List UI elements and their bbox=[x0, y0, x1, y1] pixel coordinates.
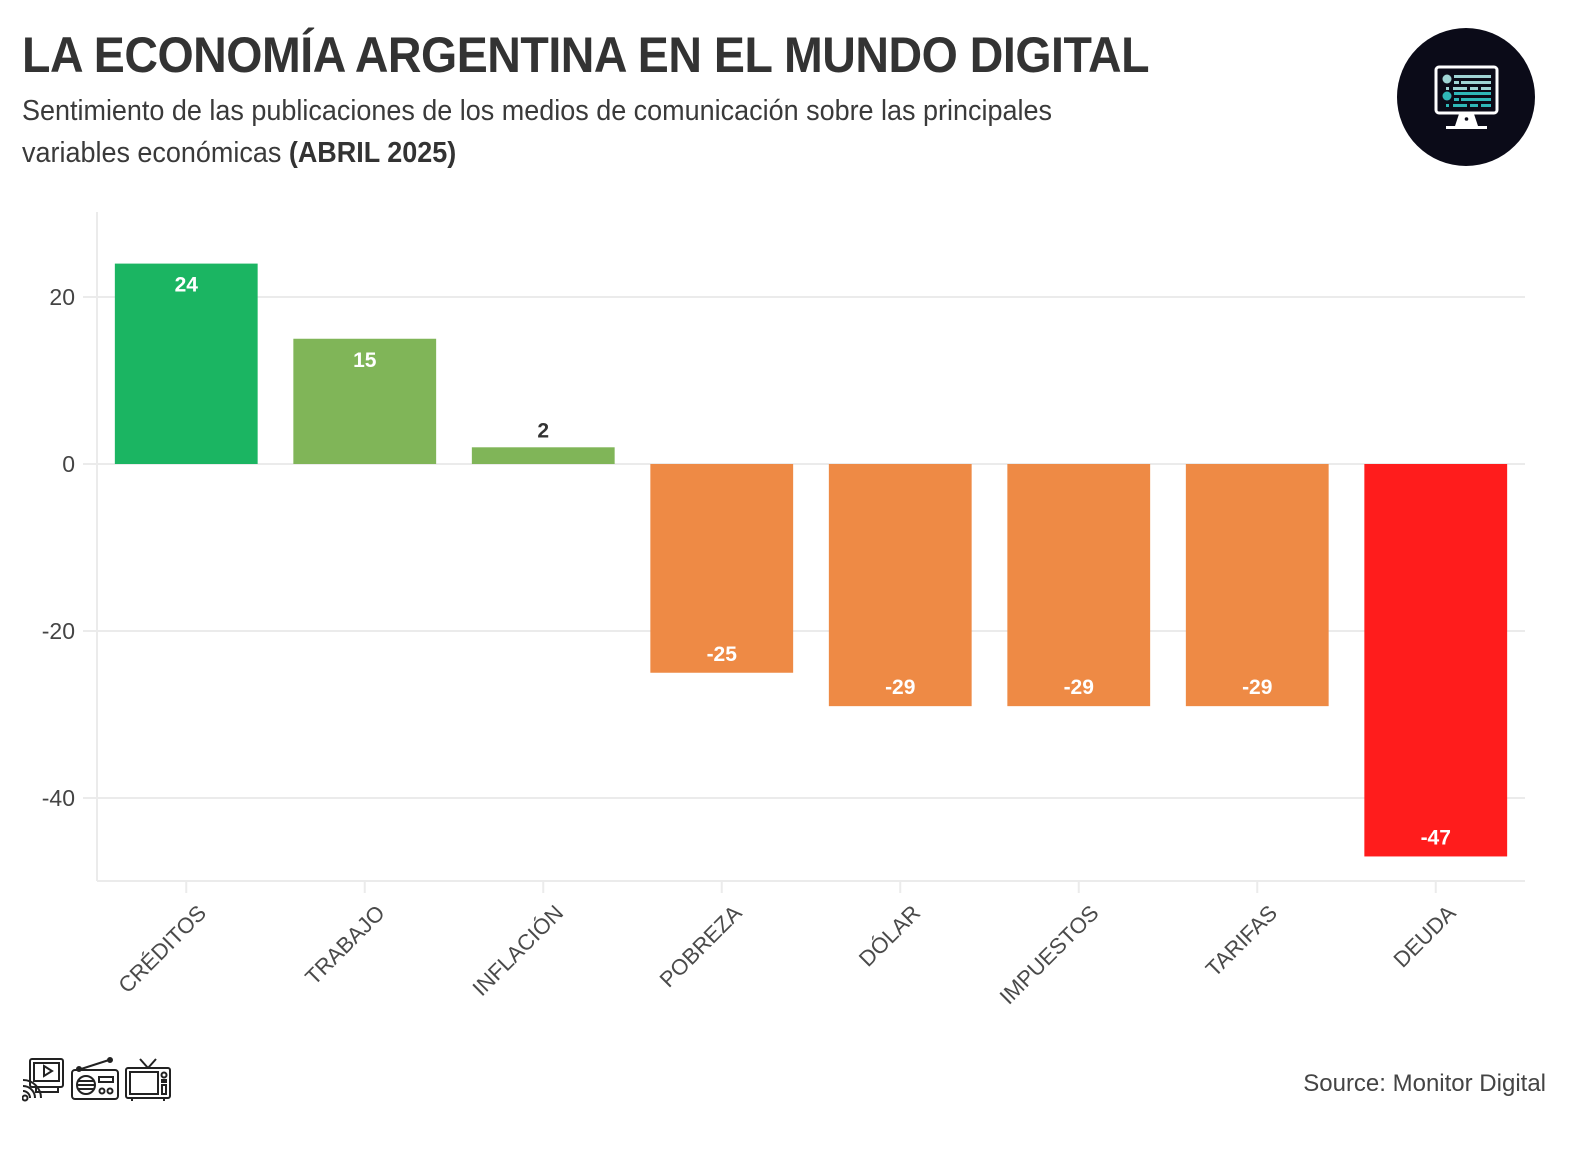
chart-title: LA ECONOMÍA ARGENTINA EN EL MUNDO DIGITA… bbox=[22, 27, 1150, 83]
x-tick-label: IMPUESTOS bbox=[995, 900, 1104, 1009]
bar-chart: 24 15 2 -25 -29 -29 -29 -47 20 0 -20 -40 CRÉDITOS TR… bbox=[42, 212, 1525, 1009]
bar bbox=[828, 464, 972, 707]
data-label: -29 bbox=[1242, 676, 1272, 699]
axes bbox=[96, 212, 1525, 893]
x-tick-label: POBREZA bbox=[655, 900, 747, 992]
bar bbox=[650, 464, 794, 673]
data-label: 2 bbox=[537, 419, 549, 442]
data-labels: 24 15 2 -25 -29 -29 -29 -47 bbox=[173, 272, 1453, 852]
x-tick-label: DÓLAR bbox=[854, 900, 925, 971]
y-tick-label: -40 bbox=[42, 785, 75, 811]
subtitle-text: variables económicas bbox=[22, 137, 289, 169]
bar bbox=[114, 263, 258, 464]
bar bbox=[1007, 464, 1151, 707]
x-tick-label: CRÉDITOS bbox=[113, 900, 211, 998]
bar bbox=[471, 447, 615, 464]
source-note: Source: Monitor Digital bbox=[1303, 1070, 1546, 1097]
data-label: -29 bbox=[885, 676, 915, 699]
data-label: -47 bbox=[1421, 826, 1451, 849]
television-icon bbox=[125, 1058, 171, 1101]
x-tick-label: TRABAJO bbox=[300, 900, 389, 989]
media-icons bbox=[21, 1056, 172, 1104]
x-tick-label: TARIFAS bbox=[1201, 900, 1282, 981]
radio-icon bbox=[71, 1057, 119, 1100]
y-tick-label: 20 bbox=[49, 284, 75, 310]
bar bbox=[1364, 464, 1508, 857]
monitor-dashboard-icon bbox=[1397, 28, 1535, 166]
bars bbox=[114, 263, 1508, 857]
bar bbox=[293, 338, 437, 464]
data-label: 24 bbox=[175, 274, 199, 297]
data-label: 15 bbox=[353, 349, 377, 372]
subtitle-period: (ABRIL 2025) bbox=[288, 137, 457, 169]
data-label: -29 bbox=[1064, 676, 1094, 699]
data-label: -25 bbox=[707, 643, 738, 666]
x-tick-label: INFLACIÓN bbox=[467, 900, 568, 1001]
y-tick-label: 0 bbox=[62, 451, 75, 477]
subtitle-line-2: variables económicas (ABRIL 2025) bbox=[22, 132, 1231, 174]
y-tick-label: -20 bbox=[42, 618, 75, 644]
streaming-icon bbox=[21, 1058, 64, 1102]
chart-subtitle: Sentimiento de las publicaciones de los … bbox=[22, 90, 1231, 174]
bar bbox=[1185, 464, 1329, 707]
x-tick-label: DEUDA bbox=[1388, 900, 1460, 972]
subtitle-line-1: Sentimiento de las publicaciones de los … bbox=[22, 95, 1052, 127]
